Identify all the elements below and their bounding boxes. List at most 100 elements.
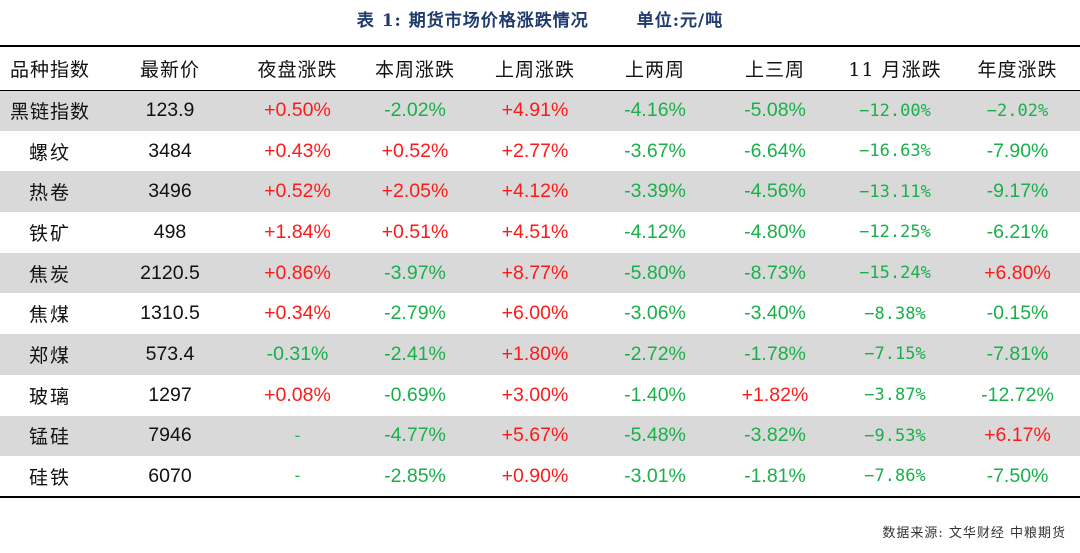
cell-two-weeks: -3.67% <box>624 139 686 162</box>
cell-three-weeks: -8.73% <box>744 261 806 284</box>
cell-latest-price: 573.4 <box>145 342 195 365</box>
cell-this-week: +0.51% <box>381 220 449 243</box>
cell-this-week: -2.02% <box>384 99 446 122</box>
cell-three-weeks: -3.82% <box>744 424 806 447</box>
cell-two-weeks: -1.40% <box>624 383 686 406</box>
cell-this-week: +2.05% <box>381 180 449 203</box>
table-row: 焦煤 1310.5 +0.34% -2.79% +6.00% -3.06% -3.40% −8… <box>0 293 1080 334</box>
cell-last-week: +0.90% <box>501 464 569 487</box>
cell-this-week: -2.79% <box>384 302 446 325</box>
cell-last-week: +1.80% <box>501 342 569 365</box>
col-header-november: 11 月涨跌 <box>848 58 942 81</box>
cell-variety: 郑煤 <box>28 344 71 367</box>
cell-variety: 焦煤 <box>28 304 71 327</box>
cell-year: -0.15% <box>986 302 1049 325</box>
cell-year: -6.21% <box>986 220 1049 243</box>
cell-night-change: +0.86% <box>264 261 331 284</box>
col-header-latest-price: 最新价 <box>139 58 200 81</box>
cell-last-week: +8.77% <box>501 261 569 284</box>
cell-this-week: -2.41% <box>384 342 446 365</box>
data-source-note: 数据来源: 文华财经 中粮期货 <box>882 526 1066 541</box>
cell-variety: 焦炭 <box>28 263 71 286</box>
cell-three-weeks: -1.78% <box>744 342 806 365</box>
table-row: 硅铁 6070 - -2.85% +0.90% -3.01% -1.81% −7.86% -7.… <box>0 456 1080 497</box>
cell-two-weeks: -3.06% <box>624 302 686 325</box>
cell-variety: 螺纹 <box>28 141 71 164</box>
cell-november: −7.86% <box>864 466 926 487</box>
cell-last-week: +4.51% <box>501 220 569 243</box>
cell-this-week: -2.85% <box>384 464 446 487</box>
cell-year: -7.50% <box>986 464 1049 487</box>
cell-variety: 锰硅 <box>28 426 71 449</box>
cell-night-change: +0.50% <box>264 99 331 122</box>
table-row: 锰硅 7946 - -4.77% +5.67% -5.48% -3.82% −9.53% +6.… <box>0 415 1080 457</box>
cell-variety: 玻璃 <box>28 385 71 408</box>
cell-two-weeks: -3.39% <box>624 180 686 203</box>
cell-november: −3.87% <box>864 385 926 406</box>
cell-variety: 黑链指数 <box>10 101 91 124</box>
cell-last-week: +6.00% <box>501 302 569 325</box>
table-title-label: 表 1: 期货市场价格涨跌情况 <box>356 11 589 31</box>
cell-three-weeks: -4.80% <box>744 220 806 243</box>
cell-this-week: -3.97% <box>384 261 446 284</box>
cell-november: −8.38% <box>864 303 926 324</box>
cell-latest-price: 7946 <box>148 424 192 447</box>
cell-three-weeks: -4.56% <box>744 180 806 203</box>
table-unit-label: 单位:元/吨 <box>636 11 724 31</box>
cell-november: −12.25% <box>859 222 931 243</box>
cell-november: −9.53% <box>864 425 926 446</box>
cell-variety: 铁矿 <box>28 222 71 245</box>
cell-variety: 硅铁 <box>28 466 71 489</box>
table-row: 铁矿 498 +1.84% +0.51% +4.51% -4.12% -4.80% −12.2… <box>0 212 1080 253</box>
cell-three-weeks: -1.81% <box>744 464 806 487</box>
cell-november: −16.63% <box>859 141 931 162</box>
cell-year: +6.80% <box>984 261 1051 284</box>
cell-latest-price: 6070 <box>148 464 192 487</box>
header-row: 品种指数 最新价 夜盘涨跌 本周涨跌 上周涨跌 上两周 上三周 11 月涨跌 年… <box>0 46 1080 90</box>
cell-year: +6.17% <box>984 424 1051 447</box>
cell-latest-price: 3496 <box>148 180 192 203</box>
cell-year: -9.17% <box>986 180 1049 203</box>
table-row: 热卷 3496 +0.52% +2.05% +4.12% -3.39% -4.56% −13.… <box>0 171 1080 213</box>
cell-november: −12.00% <box>859 100 931 121</box>
futures-price-table: 品种指数 最新价 夜盘涨跌 本周涨跌 上周涨跌 上两周 上三周 11 月涨跌 年… <box>0 45 1080 498</box>
cell-two-weeks: -4.16% <box>624 99 686 122</box>
cell-night-change: +0.52% <box>264 180 331 203</box>
table-row: 螺纹 3484 +0.43% +0.52% +2.77% -3.67% -6.64% −16.… <box>0 131 1080 172</box>
cell-two-weeks: -3.01% <box>624 464 686 487</box>
cell-latest-price: 1310.5 <box>140 302 200 325</box>
cell-three-weeks: +1.82% <box>741 383 809 406</box>
cell-latest-price: 498 <box>153 220 187 243</box>
cell-latest-price: 123.9 <box>145 99 195 122</box>
cell-latest-price: 1297 <box>148 383 192 406</box>
table-title: 表 1: 期货市场价格涨跌情况 单位:元/吨 <box>0 6 1080 31</box>
cell-night-change: -0.31% <box>266 342 329 365</box>
cell-this-week: -0.69% <box>384 383 446 406</box>
col-header-night-change: 夜盘涨跌 <box>257 58 338 81</box>
cell-night-change: +0.08% <box>264 383 331 406</box>
cell-night-change: +0.34% <box>264 302 331 325</box>
cell-two-weeks: -2.72% <box>624 342 686 365</box>
cell-last-week: +4.12% <box>501 180 569 203</box>
cell-this-week: -4.77% <box>384 424 446 447</box>
cell-last-week: +2.77% <box>501 139 569 162</box>
col-header-three-weeks: 上三周 <box>744 58 805 81</box>
table-row: 黑链指数 123.9 +0.50% -2.02% +4.91% -4.16% -5.08% −… <box>0 90 1080 131</box>
cell-year: -7.81% <box>986 342 1049 365</box>
cell-this-week: +0.52% <box>381 139 449 162</box>
col-header-last-week: 上周涨跌 <box>494 58 575 81</box>
table-row: 焦炭 2120.5 +0.86% -3.97% +8.77% -5.80% -8.73% −1… <box>0 252 1080 294</box>
table-row: 玻璃 1297 +0.08% -0.69% +3.00% -1.40% +1.82% −3.8… <box>0 375 1080 416</box>
cell-year: -12.72% <box>981 383 1054 406</box>
cell-three-weeks: -5.08% <box>744 99 806 122</box>
table-row: 郑煤 573.4 -0.31% -2.41% +1.80% -2.72% -1.78% −7.… <box>0 334 1080 375</box>
cell-night-change: +0.43% <box>264 139 331 162</box>
cell-night-change: +1.84% <box>264 220 331 243</box>
cell-last-week: +5.67% <box>501 424 569 447</box>
cell-latest-price: 2120.5 <box>140 261 200 284</box>
col-header-variety: 品种指数 <box>9 58 90 81</box>
col-header-year: 年度涨跌 <box>977 58 1058 81</box>
cell-latest-price: 3484 <box>148 139 192 162</box>
cell-last-week: +3.00% <box>501 383 569 406</box>
cell-variety: 热卷 <box>28 182 71 205</box>
